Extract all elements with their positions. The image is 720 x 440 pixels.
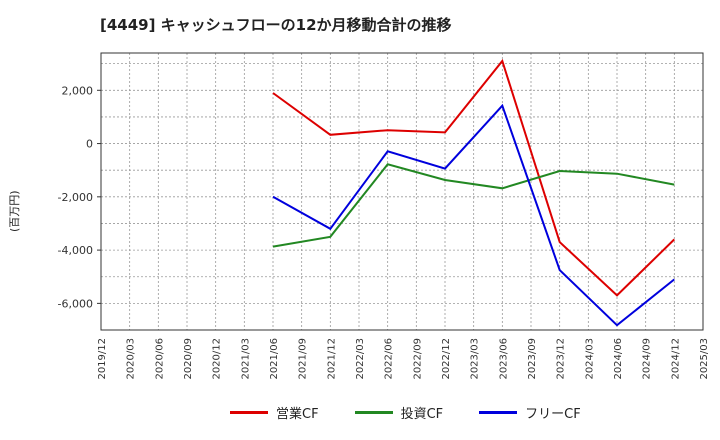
x-tick-label: 2025/03 xyxy=(699,338,710,380)
x-tick-label: 2022/09 xyxy=(412,338,423,380)
chart-title: [4449] キャッシュフローの12か月移動合計の推移 xyxy=(100,16,452,34)
x-tick-label: 2023/03 xyxy=(470,338,481,380)
legend-item-operating: 営業CF xyxy=(230,403,319,422)
legend-swatch-free xyxy=(479,411,518,414)
x-tick-label: 2021/12 xyxy=(326,338,337,380)
x-tick-label: 2024/12 xyxy=(670,338,681,380)
legend: 営業CF 投資CF フリーCF xyxy=(230,403,581,422)
series xyxy=(272,58,675,327)
axes: 2019/12 2020/03 2020/06 2020/09 2020/12 2021/… xyxy=(58,52,710,380)
x-tick-label: 2023/06 xyxy=(498,338,509,380)
x-tick-label: 2022/06 xyxy=(384,338,395,380)
y-tick-label: -6,000 xyxy=(58,297,93,310)
x-tick-label: 2020/03 xyxy=(126,338,137,380)
legend-label-investing: 投資CF xyxy=(400,407,444,422)
legend-item-free: フリーCF xyxy=(479,403,581,422)
x-tick-label: 2020/06 xyxy=(154,338,165,380)
grid xyxy=(100,53,704,330)
series-line-1 xyxy=(272,163,675,248)
x-tick-label: 2023/09 xyxy=(527,338,538,380)
y-tick-label: 2,000 xyxy=(62,84,94,97)
x-tick-label: 2024/03 xyxy=(584,338,595,380)
x-tick-label: 2020/09 xyxy=(183,338,194,380)
x-tick-label: 2020/12 xyxy=(212,338,223,380)
x-tick-label: 2021/09 xyxy=(298,338,309,380)
series-line-0 xyxy=(272,58,675,297)
x-tick-label: 2023/12 xyxy=(556,338,567,380)
legend-swatch-operating xyxy=(230,411,268,414)
legend-item-investing: 投資CF xyxy=(354,403,444,422)
x-tick-label: 2021/03 xyxy=(240,338,251,380)
y-tick-label: 0 xyxy=(86,138,93,151)
y-tick-label: -2,000 xyxy=(58,191,93,204)
x-tick-label: 2022/03 xyxy=(355,338,366,380)
x-tick-label: 2022/12 xyxy=(441,338,452,380)
y-tick-label: -4,000 xyxy=(58,244,93,257)
x-tick-label: 2024/09 xyxy=(642,338,653,380)
series-line-2 xyxy=(272,103,675,327)
legend-label-operating: 営業CF xyxy=(276,407,319,422)
x-tick-label: 2019/12 xyxy=(97,338,108,380)
cash-flow-chart: 2019/12 2020/03 2020/06 2020/09 2020/12 2021/… xyxy=(58,52,710,380)
x-tick-label: 2021/06 xyxy=(269,338,280,380)
legend-swatch-investing xyxy=(354,411,393,414)
legend-label-free: フリーCF xyxy=(525,407,581,422)
x-tick-label: 2024/06 xyxy=(613,338,624,380)
plot-frame xyxy=(100,52,704,331)
